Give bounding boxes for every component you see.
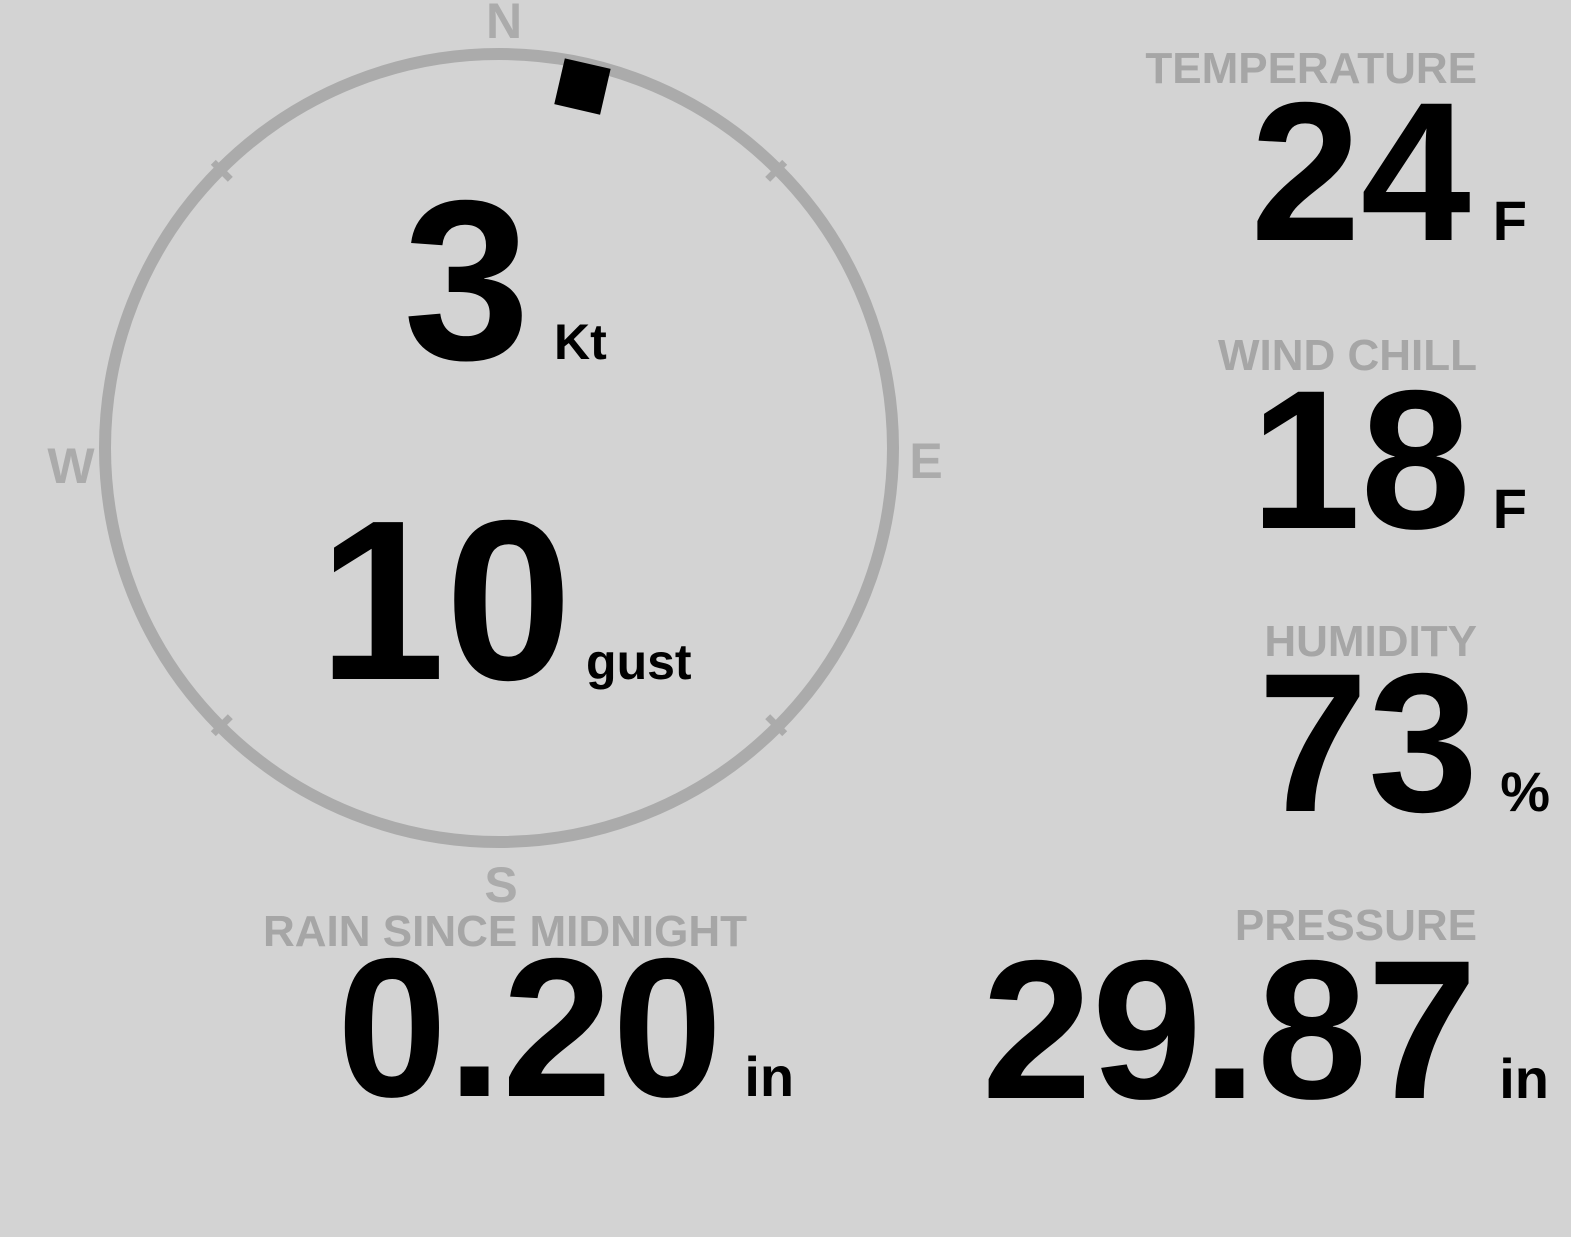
compass-cardinals: N E S W [47,0,942,913]
rain-since-midnight-value: 0.20 [337,917,723,1138]
tick-sw [210,714,233,737]
wind-chill-readout: 18 F [1251,361,1527,559]
wind-direction-marker-icon [554,58,611,115]
temperature-unit: F [1492,189,1527,252]
humidity-label: HUMIDITY [1264,617,1477,666]
humidity-value: 73 [1257,632,1479,853]
wind-gust-unit: gust [586,634,692,690]
cardinal-north: N [486,0,522,49]
temperature-label: TEMPERATURE [1145,44,1477,93]
tick-nw [210,159,233,182]
wind-speed-unit: Kt [554,314,607,370]
rain-since-midnight-unit: in [744,1045,795,1108]
cardinal-south: S [484,857,517,913]
compass-ring [99,48,899,848]
wind-gust-readout: 10 gust [0,487,1010,715]
wind-direction-marker-group [554,58,611,115]
temperature-value: 24 [1250,61,1471,282]
humidity-unit: % [1500,760,1550,823]
pressure-label: PRESSURE [1234,901,1477,950]
pressure-value: 29.87 [981,919,1478,1140]
wind-speed-readout: 3 Kt [0,167,1010,395]
compass-ticks [210,159,788,737]
wind-chill-value: 18 [1250,349,1471,570]
wind-chill-unit: F [1492,477,1527,540]
temperature-readout: 24 F [1251,73,1527,271]
tick-se [765,714,788,737]
pressure-readout: 29.87 in [982,931,1549,1129]
wind-chill-label: WIND CHILL [1217,331,1477,380]
cardinal-east: E [909,433,942,489]
rain-since-midnight-readout: 0.20 in [337,929,794,1127]
pressure-unit: in [1499,1047,1549,1110]
wind-compass: N E S W [47,0,942,913]
wind-speed-value: 3 [403,154,531,408]
humidity-readout: 73 % [1258,644,1550,842]
wind-gust-value: 10 [318,474,573,728]
tick-ne [765,159,788,182]
rain-since-midnight-label: RAIN SINCE MIDNIGHT [263,907,747,956]
cardinal-west: W [47,438,95,494]
